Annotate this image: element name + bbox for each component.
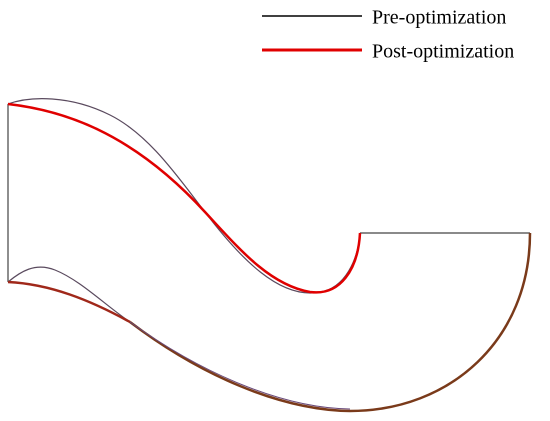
- profile: [7, 98, 532, 413]
- legend: Pre-optimization Post-optimization: [262, 7, 514, 63]
- pre-bottom-curve: [7, 266, 131, 323]
- post-bottom-curve: [7, 280, 131, 324]
- outer-curve: [129, 232, 532, 413]
- legend-label: Pre-optimization: [372, 7, 506, 29]
- post-top-curve: [7, 102, 362, 294]
- pre-outer-curve: [129, 321, 351, 410]
- pre-top-curve: [7, 98, 361, 294]
- legend-label: Post-optimization: [372, 41, 514, 63]
